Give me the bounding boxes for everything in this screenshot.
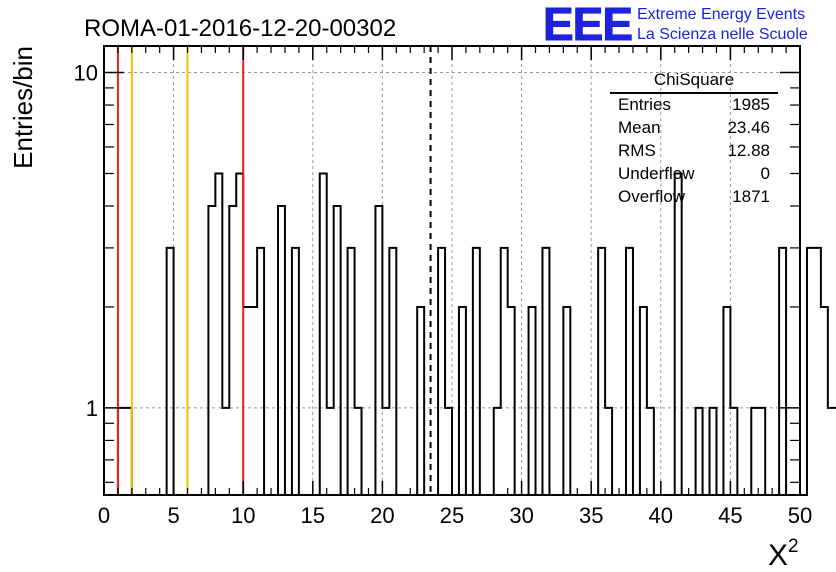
x-tick-label: 15 — [301, 503, 325, 528]
marker-lines — [116, 46, 432, 495]
stats-row-value: 1871 — [732, 187, 770, 206]
x-tick-label: 50 — [788, 503, 812, 528]
stats-box: ChiSquare Entries 1985 Mean 23.46 RMS 12… — [610, 70, 778, 206]
x-tick-label: 20 — [370, 503, 394, 528]
stats-row: Underflow 0 — [618, 164, 770, 183]
stats-row-value: 12.88 — [727, 141, 770, 160]
logo-mark: EEE — [543, 0, 632, 50]
x-tick-label: 30 — [509, 503, 533, 528]
x-tick-label: 40 — [649, 503, 673, 528]
stats-row-label: RMS — [618, 141, 656, 160]
y-tick-label: 10 — [74, 61, 98, 86]
x-tick-label: 10 — [231, 503, 255, 528]
stats-row: Entries 1985 — [618, 95, 770, 114]
eee-logo: EEE Extreme Energy Events La Scienza nel… — [543, 0, 808, 51]
stats-row: Mean 23.46 — [618, 118, 770, 137]
stats-row-value: 1985 — [732, 95, 770, 114]
x-axis-label-base: X — [768, 539, 788, 572]
x-tick-label: 5 — [167, 503, 179, 528]
y-tick-label: 1 — [86, 396, 98, 421]
stats-row: RMS 12.88 — [618, 141, 770, 160]
y-axis-label: Entries/bin — [8, 46, 38, 169]
logo-line-2: La Scienza nelle Scuole — [637, 26, 808, 43]
stats-row-label: Entries — [618, 95, 671, 114]
logo-line-1: Extreme Energy Events — [637, 6, 805, 23]
stats-row-label: Underflow — [618, 164, 695, 183]
x-tick-label: 45 — [718, 503, 742, 528]
x-axis-label: X2 — [768, 536, 799, 572]
x-tick-label: 0 — [98, 503, 110, 528]
stats-row-value: 23.46 — [727, 118, 770, 137]
stats-title: ChiSquare — [654, 70, 734, 89]
stats-row-label: Mean — [618, 118, 661, 137]
x-tick-label: 25 — [440, 503, 464, 528]
axis-ticks: 0 5 10 15 20 25 30 35 40 45 50 1 10 — [74, 46, 812, 528]
chart-title: ROMA-01-2016-12-20-00302 — [84, 15, 396, 42]
x-tick-label: 35 — [579, 503, 603, 528]
stats-row-value: 0 — [761, 164, 770, 183]
x-axis-label-superscript: 2 — [788, 536, 799, 557]
stats-row: Overflow 1871 — [618, 187, 770, 206]
stats-row-label: Overflow — [618, 187, 686, 206]
